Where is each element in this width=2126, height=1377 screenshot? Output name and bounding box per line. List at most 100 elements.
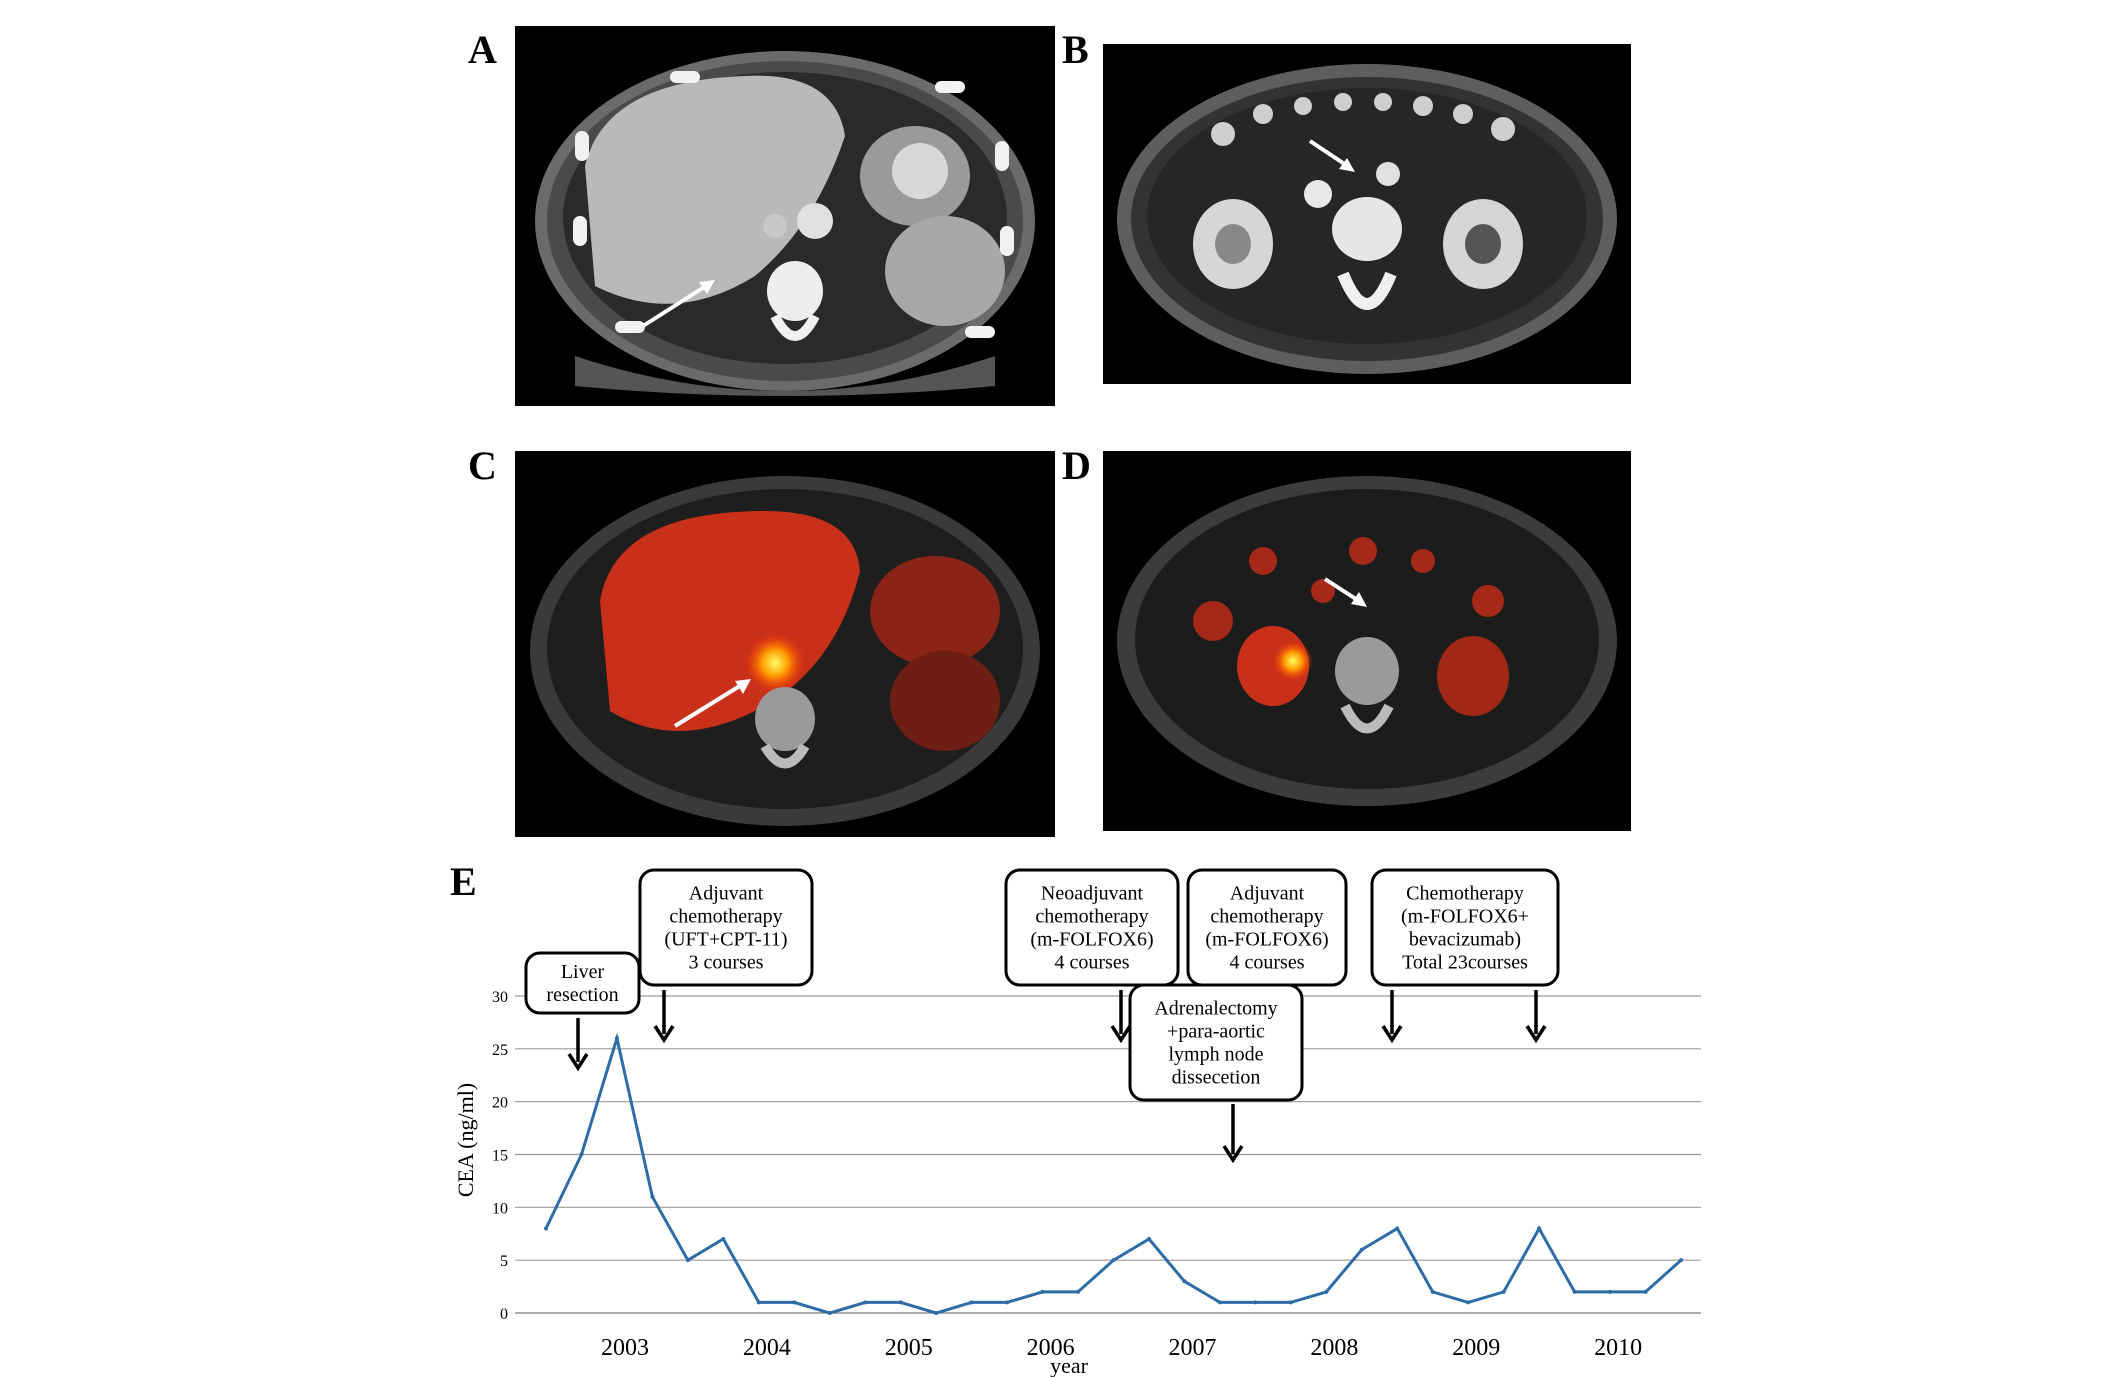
x-tick-label: 2009: [1452, 1335, 1500, 1361]
annotation-arrowhead: [1381, 1025, 1403, 1044]
data-point: [1076, 1289, 1081, 1294]
pet-ct-image-c: [515, 451, 1055, 837]
annotation-arrowhead: [1110, 1025, 1132, 1044]
data-point: [1359, 1247, 1364, 1252]
pet-ct-image-d: [1103, 451, 1631, 831]
annotation-text: +para-aortic: [1167, 1021, 1265, 1043]
y-tick-label: 5: [500, 1253, 508, 1270]
data-point: [1466, 1300, 1471, 1305]
x-tick-label: 2004: [743, 1335, 791, 1361]
annotation-text: Total 23courses: [1402, 952, 1528, 974]
data-point: [1253, 1300, 1258, 1305]
annotation-text: chemotherapy: [669, 906, 782, 928]
annotation-arrowhead: [653, 1025, 675, 1044]
panel-label-e: E: [450, 859, 477, 904]
x-axis-label: year: [1050, 1353, 1089, 1377]
data-point: [1217, 1300, 1222, 1305]
data-point: [969, 1300, 974, 1305]
data-point: [1040, 1289, 1045, 1294]
y-axis-ticks: 0 5 10 15 20 25 30: [492, 989, 508, 1323]
cea-series-line: [544, 1032, 1682, 1315]
data-point: [1537, 1226, 1542, 1231]
annotation-frame: [1004, 868, 1180, 987]
data-point: [792, 1300, 797, 1305]
annotation-text: dissecetion: [1172, 1067, 1261, 1089]
annotation-frame: [524, 951, 641, 1015]
x-tick-label: 2005: [885, 1335, 933, 1361]
annotation-text: Chemotherapy: [1406, 883, 1524, 905]
ct-scan-image-b: [1103, 44, 1631, 384]
data-point: [1608, 1289, 1613, 1294]
panel-label-d: D: [1062, 443, 1091, 488]
data-point: [1111, 1258, 1116, 1263]
data-point: [1288, 1300, 1293, 1305]
data-point: [721, 1237, 726, 1242]
chart-gridlines: [515, 995, 1701, 1314]
annotation-frame: [1128, 983, 1304, 1102]
annotation-text: 4 courses: [1055, 952, 1130, 974]
annotation-text: Adrenalectomy: [1154, 998, 1277, 1020]
annotation-text: (m-FOLFOX6): [1030, 929, 1153, 951]
data-point: [544, 1226, 548, 1231]
data-point: [579, 1152, 584, 1157]
annotation-box: Chemotherapy(m-FOLFOX6+bevacizumab)Total…: [1370, 868, 1560, 1044]
x-tick-label: 2010: [1594, 1335, 1642, 1361]
annotation-text: 3 courses: [689, 952, 764, 974]
annotation-text: 4 courses: [1230, 952, 1305, 974]
panel-label-c: C: [468, 443, 497, 488]
annotation-text: chemotherapy: [1210, 906, 1323, 928]
data-point: [685, 1258, 690, 1263]
annotation-text: Liver: [561, 961, 605, 983]
annotation-text: bevacizumab): [1409, 929, 1521, 951]
data-point: [1430, 1289, 1435, 1294]
annotation-arrowhead: [1222, 1145, 1244, 1164]
data-point: [1501, 1289, 1506, 1294]
y-tick-label: 10: [492, 1200, 508, 1217]
y-tick-label: 25: [492, 1042, 508, 1059]
panel-label-a: A: [468, 27, 497, 72]
x-tick-label: 2006: [1027, 1335, 1075, 1361]
panel-label-b: B: [1062, 27, 1089, 72]
data-point: [898, 1300, 903, 1305]
data-point: [756, 1300, 761, 1305]
annotation-text: resection: [546, 984, 618, 1006]
data-point: [1572, 1289, 1577, 1294]
ct-scan-image-a: [515, 26, 1055, 406]
data-point: [827, 1311, 832, 1315]
data-point: [650, 1194, 655, 1199]
treatment-annotations: LiverresectionAdjuvantchemotherapy(UFT+C…: [524, 868, 1560, 1164]
x-axis-ticks: 2003 2004 2005 2006 2007 2008 2009 2010: [601, 1335, 1642, 1361]
data-point: [863, 1300, 868, 1305]
data-point: [1395, 1226, 1400, 1231]
data-point: [934, 1311, 939, 1315]
annotation-text: Adjuvant: [689, 883, 764, 905]
y-tick-label: 15: [492, 1148, 508, 1165]
data-point: [1679, 1258, 1683, 1263]
y-tick-label: 20: [492, 1095, 508, 1112]
annotation-text: (m-FOLFOX6+: [1401, 906, 1529, 928]
x-tick-label: 2008: [1310, 1335, 1358, 1361]
annotation-text: Adjuvant: [1230, 883, 1305, 905]
data-point: [1643, 1289, 1648, 1294]
cea-data-points: [544, 1036, 1683, 1315]
y-tick-label: 30: [492, 989, 508, 1006]
annotation-text: chemotherapy: [1035, 906, 1148, 928]
y-axis-label: CEA (ng/ml): [453, 1083, 478, 1197]
annotation-frame: [638, 868, 814, 987]
annotation-text: (m-FOLFOX6): [1205, 929, 1328, 951]
annotation-text: (UFT+CPT-11): [664, 929, 787, 951]
x-tick-label: 2003: [601, 1335, 649, 1361]
annotation-text: lymph node: [1169, 1044, 1264, 1066]
annotation-arrowhead: [1525, 1025, 1547, 1044]
annotation-frame: [1370, 868, 1560, 987]
x-tick-label: 2007: [1168, 1335, 1216, 1361]
data-point: [614, 1036, 619, 1041]
data-point: [1324, 1289, 1329, 1294]
data-point: [1005, 1300, 1010, 1305]
